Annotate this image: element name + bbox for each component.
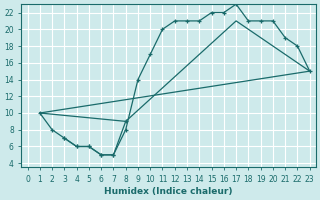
X-axis label: Humidex (Indice chaleur): Humidex (Indice chaleur) bbox=[104, 187, 233, 196]
